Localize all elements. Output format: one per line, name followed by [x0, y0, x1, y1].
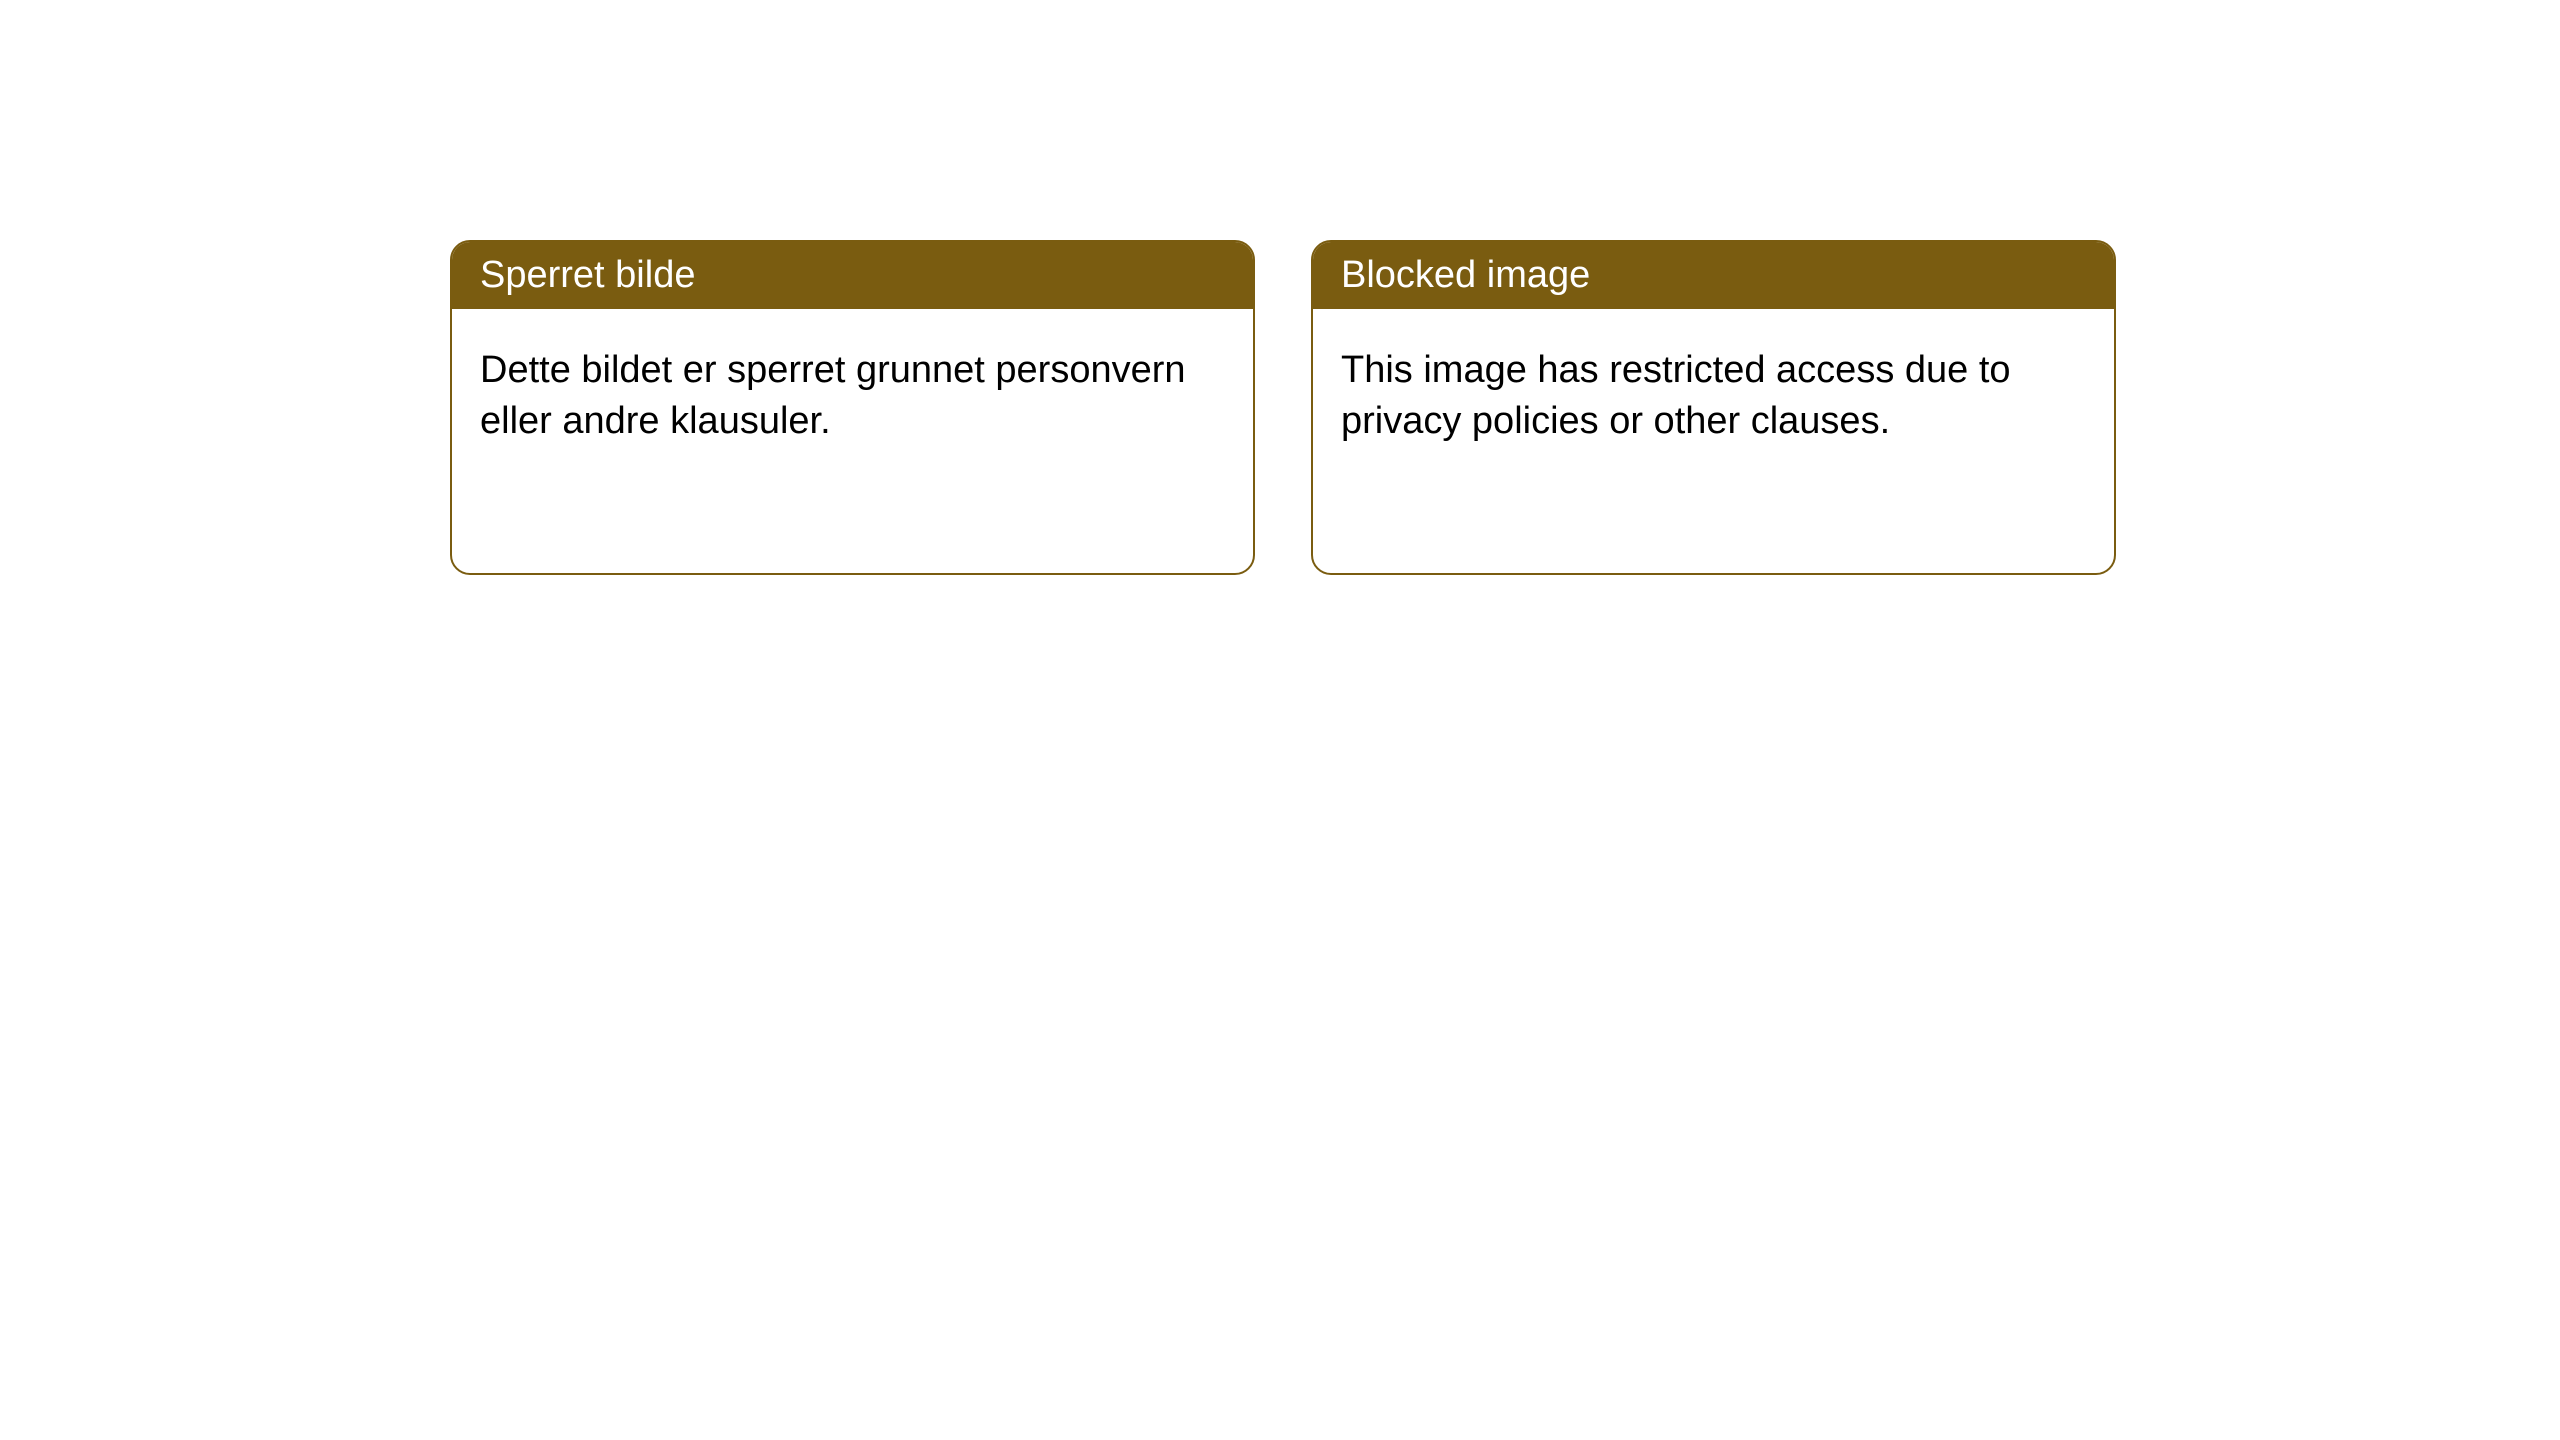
notice-card-english: Blocked image This image has restricted …: [1311, 240, 2116, 575]
notice-body: Dette bildet er sperret grunnet personve…: [452, 309, 1253, 484]
notice-title: Sperret bilde: [480, 254, 695, 296]
notice-title: Blocked image: [1341, 254, 1590, 296]
notice-body-text: This image has restricted access due to …: [1341, 349, 2011, 442]
notice-container: Sperret bilde Dette bildet er sperret gr…: [0, 0, 2560, 575]
notice-body-text: Dette bildet er sperret grunnet personve…: [480, 349, 1186, 442]
notice-body: This image has restricted access due to …: [1313, 309, 2114, 484]
notice-header: Sperret bilde: [452, 242, 1253, 309]
notice-card-norwegian: Sperret bilde Dette bildet er sperret gr…: [450, 240, 1255, 575]
notice-header: Blocked image: [1313, 242, 2114, 309]
